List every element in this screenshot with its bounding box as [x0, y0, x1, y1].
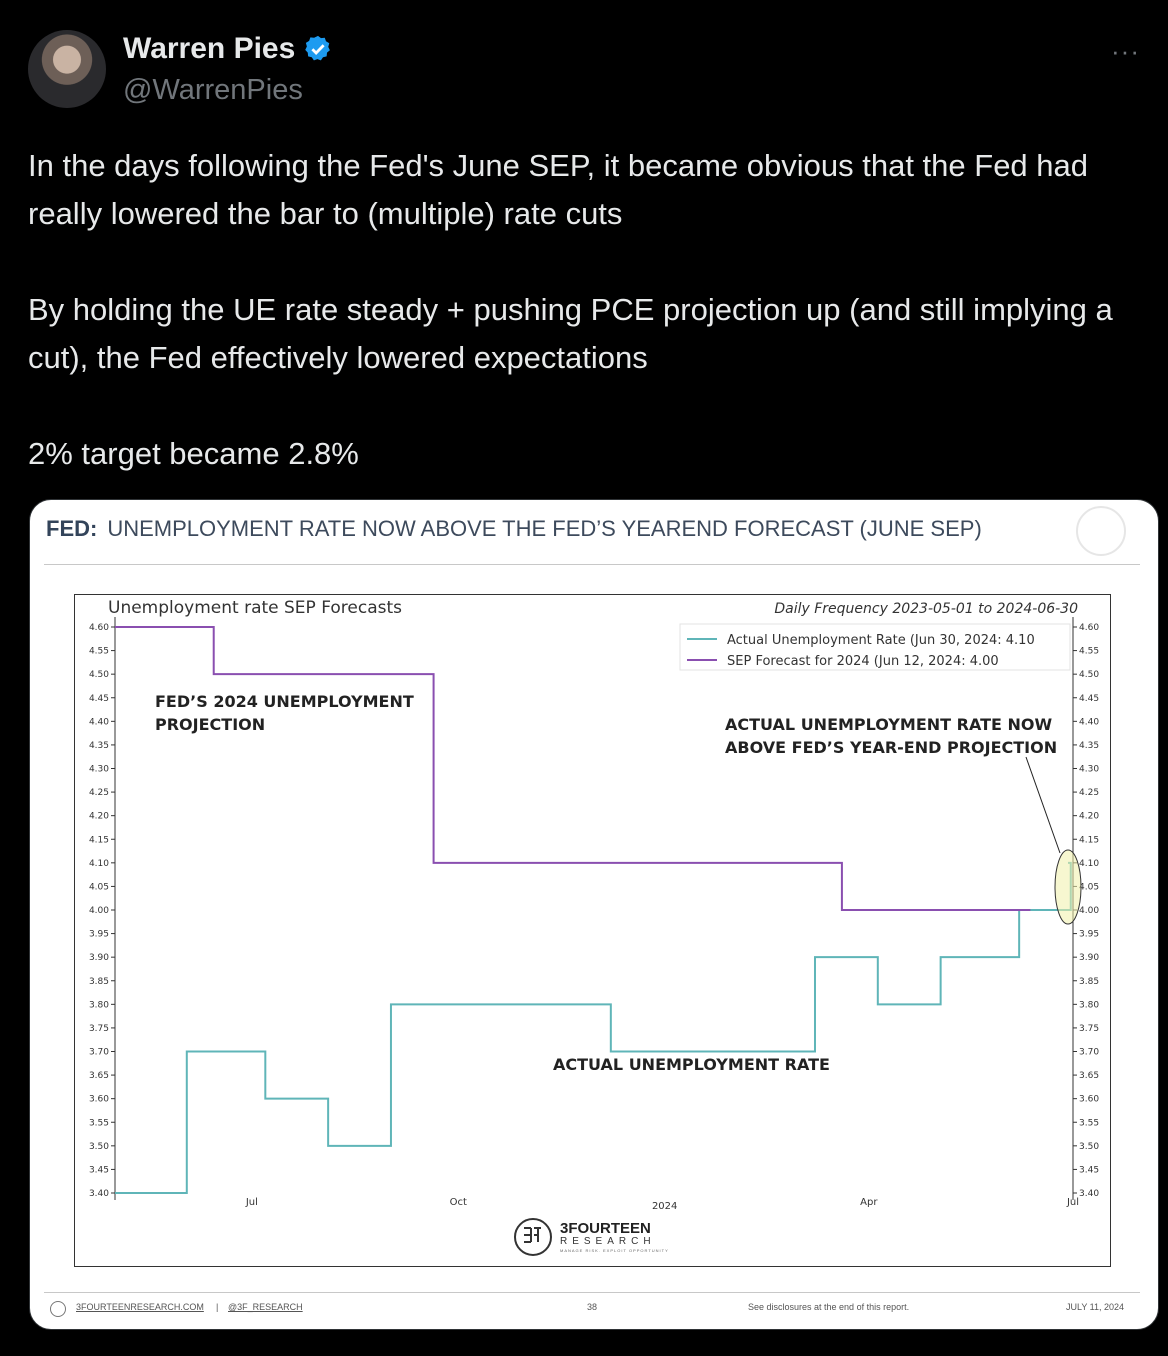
- series-line-actual: [115, 861, 1072, 1194]
- annotation-fed-projection-line2: PROJECTION: [155, 715, 265, 734]
- annotation-actual-above-line2: ABOVE FED’S YEAR-END PROJECTION: [725, 738, 1057, 757]
- y-tick-label-left: 4.35: [89, 741, 109, 751]
- legend-label: SEP Forecast for 2024 (Jun 12, 2024: 4.0…: [727, 654, 999, 669]
- y-tick-label-right: 3.90: [1079, 953, 1099, 963]
- brand-logo: 3FOURTEEN RESEARCH MANAGE RISK. EXPLOIT …: [514, 1218, 669, 1256]
- y-tick-label-left: 4.40: [89, 717, 109, 727]
- y-tick-label-left: 4.10: [89, 859, 109, 869]
- y-tick-label-left: 4.05: [89, 882, 109, 892]
- y-tick-label-right: 4.10: [1079, 859, 1099, 869]
- more-options-icon[interactable]: ···: [1111, 36, 1140, 66]
- y-tick-label-left: 3.80: [89, 1000, 109, 1010]
- y-tick-label-left: 3.75: [89, 1024, 109, 1034]
- annotation-actual-above: ACTUAL UNEMPLOYMENT RATE NOW: [725, 715, 1052, 734]
- y-tick-label-left: 3.45: [89, 1165, 109, 1175]
- y-tick-label-right: 3.70: [1079, 1048, 1099, 1058]
- y-tick-label-left: 3.70: [89, 1048, 109, 1058]
- y-tick-label-right: 4.00: [1079, 906, 1099, 916]
- y-tick-label-right: 3.65: [1079, 1071, 1099, 1081]
- y-tick-label-right: 3.50: [1079, 1142, 1099, 1152]
- y-tick-label-left: 3.50: [89, 1142, 109, 1152]
- y-tick-label-right: 4.35: [1079, 741, 1099, 751]
- y-tick-label-right: 4.20: [1079, 812, 1099, 822]
- slide-title-prefix: FED:: [46, 516, 98, 541]
- y-tick-label-right: 3.95: [1079, 930, 1099, 940]
- slide-title-text: UNEMPLOYMENT RATE NOW ABOVE THE FED’S YE…: [107, 516, 982, 541]
- chart-frame: 4.60 4.60 4.55 4.55 4.50 4.50 4.45 4.45 4.40 4.40…: [74, 594, 1111, 1267]
- chart-subtitle: Daily Frequency 2023-05-01 to 2024-06-30: [774, 601, 1078, 617]
- unemployment-chart: 4.60 4.60 4.55 4.55 4.50 4.50 4.45 4.45 4.40 4.40…: [89, 598, 1099, 1212]
- y-tick-label-right: 4.05: [1079, 882, 1099, 892]
- y-tick-label-left: 3.55: [89, 1118, 109, 1128]
- y-tick-label-right: 4.55: [1079, 647, 1099, 657]
- slide-title: FED: UNEMPLOYMENT RATE NOW ABOVE THE FED’…: [46, 516, 982, 542]
- author-name[interactable]: Warren Pies: [123, 32, 296, 65]
- disclosure-note: See disclosures at the end of this repor…: [748, 1302, 910, 1312]
- slide-date: JULY 11, 2024: [1066, 1302, 1125, 1312]
- footer-logo-icon: [50, 1301, 66, 1317]
- y-tick-label-left: 3.85: [89, 977, 109, 987]
- y-tick-label-right: 4.40: [1079, 717, 1099, 727]
- y-tick-label-left: 3.40: [89, 1189, 109, 1199]
- y-tick-label-left: 4.50: [89, 670, 109, 680]
- y-tick-label-left: 3.65: [89, 1071, 109, 1081]
- y-tick-label-right: 4.30: [1079, 765, 1099, 775]
- y-tick-label-right: 3.55: [1079, 1118, 1099, 1128]
- highlight-ellipse: [1054, 849, 1082, 925]
- y-tick-label-left: 4.20: [89, 812, 109, 822]
- avatar[interactable]: [28, 30, 106, 108]
- x-tick-label: Oct: [450, 1197, 467, 1208]
- watermark-logo-icon: [1076, 506, 1126, 556]
- author-handle[interactable]: @WarrenPies: [123, 74, 303, 106]
- y-tick-label-left: 3.60: [89, 1095, 109, 1105]
- y-tick-label-right: 3.75: [1079, 1024, 1099, 1034]
- y-tick-label-left: 4.30: [89, 765, 109, 775]
- y-tick-label-left: 4.15: [89, 835, 109, 845]
- y-tick-label-left: 4.45: [89, 694, 109, 704]
- y-tick-label-right: 3.60: [1079, 1095, 1099, 1105]
- chart-title: Unemployment rate SEP Forecasts: [108, 598, 402, 618]
- y-tick-label-right: 3.45: [1079, 1165, 1099, 1175]
- brand-tagline: MANAGE RISK. EXPLOIT OPPORTUNITY: [560, 1248, 669, 1253]
- tweet-image[interactable]: FED: UNEMPLOYMENT RATE NOW ABOVE THE FED’…: [29, 499, 1159, 1330]
- x-tick-label: Jul: [1066, 1197, 1079, 1208]
- y-tick-label-left: 3.90: [89, 953, 109, 963]
- x-tick-label: Apr: [860, 1197, 878, 1208]
- annotation-fed-projection: FED’S 2024 UNEMPLOYMENT: [155, 692, 414, 711]
- footer-separator: |: [216, 1302, 219, 1312]
- y-tick-label-right: 3.85: [1079, 977, 1099, 987]
- verified-badge-icon: [305, 35, 331, 61]
- footer-site-link[interactable]: 3FOURTEENRESEARCH.COM: [76, 1302, 204, 1312]
- brand-mark-icon: [514, 1218, 552, 1256]
- y-tick-label-right: 4.45: [1079, 694, 1099, 704]
- y-tick-label-right: 4.60: [1079, 623, 1099, 633]
- y-tick-label-left: 4.00: [89, 906, 109, 916]
- y-tick-label-right: 4.15: [1079, 835, 1099, 845]
- series-line-forecast: [115, 626, 1031, 911]
- y-tick-label-right: 4.25: [1079, 788, 1099, 798]
- brand-name: 3FOURTEEN: [560, 1220, 651, 1237]
- y-tick-label-left: 4.60: [89, 623, 109, 633]
- brand-subtitle: RESEARCH: [560, 1236, 656, 1247]
- annotation-actual-rate: ACTUAL UNEMPLOYMENT RATE: [553, 1055, 830, 1074]
- y-tick-label-left: 4.25: [89, 788, 109, 798]
- y-tick-label-left: 3.95: [89, 930, 109, 940]
- x-tick-label: 2024: [652, 1201, 677, 1212]
- title-divider: [44, 564, 1140, 565]
- y-tick-label-right: 3.80: [1079, 1000, 1099, 1010]
- x-tick-label: Jul: [245, 1197, 258, 1208]
- annotation-pointer: [1025, 756, 1061, 854]
- y-tick-label-right: 4.50: [1079, 670, 1099, 680]
- tweet-text: In the days following the Fed's June SEP…: [28, 148, 1113, 471]
- footer-divider: [44, 1292, 1140, 1293]
- y-tick-label-right: 3.40: [1079, 1189, 1099, 1199]
- page-number: 38: [587, 1302, 598, 1312]
- legend-box: [679, 623, 1071, 671]
- footer-handle-link[interactable]: @3F_RESEARCH: [228, 1302, 303, 1312]
- y-tick-label-left: 4.55: [89, 647, 109, 657]
- legend-label: Actual Unemployment Rate (Jun 30, 2024: …: [727, 633, 1035, 648]
- author-name-row[interactable]: Warren Pies: [123, 32, 333, 66]
